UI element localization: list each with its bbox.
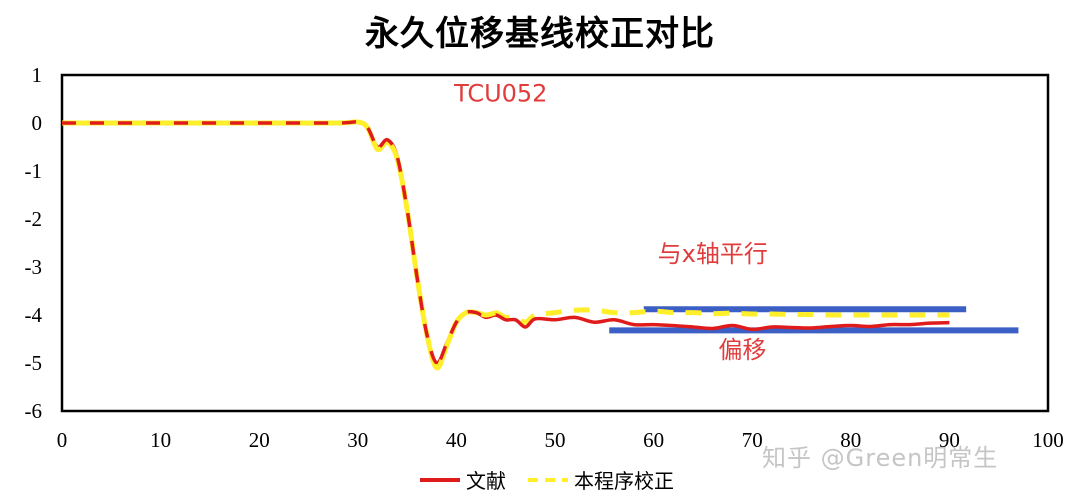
y-tick-label: 0 [32, 111, 43, 135]
annotation-label: TCU052 [453, 79, 547, 107]
annotation-label: 与x轴平行 [658, 240, 768, 268]
series-line-reference [61, 120, 950, 365]
x-tick-label: 10 [150, 428, 171, 452]
x-tick-label: 90 [939, 428, 960, 452]
y-tick-label: -2 [25, 207, 43, 231]
annotation-label: 偏移 [718, 336, 766, 364]
x-tick-label: 100 [1032, 428, 1064, 452]
x-tick-label: 60 [643, 428, 664, 452]
plot-frame [60, 73, 1050, 413]
x-tick-label: 40 [446, 428, 467, 452]
legend-item-corrected: 本程序校正 [528, 465, 674, 494]
y-tick-label: -1 [25, 159, 43, 183]
legend-label: 本程序校正 [574, 469, 674, 493]
legend-label: 文献 [466, 469, 506, 493]
legend-item-reference: 文献 [420, 465, 506, 494]
series-line-corrected [61, 119, 950, 371]
x-tick-label: 50 [545, 428, 566, 452]
y-tick-label: -6 [25, 399, 43, 423]
axes: 10-1-2-3-4-5-60 10 20 30 40 50 60 70 80 90 100 [25, 63, 1064, 452]
x-tick-label: 70 [742, 428, 763, 452]
y-tick-label: -5 [25, 351, 43, 375]
dashed-line-swatch-icon [528, 477, 568, 482]
y-tick-label: -3 [25, 255, 43, 279]
reference-lines [609, 306, 1019, 334]
solid-line-swatch-icon [420, 477, 460, 482]
x-tick-label: 30 [347, 428, 368, 452]
series-line-corrected-overlay [61, 119, 497, 371]
x-tick-label: 0 [57, 428, 68, 452]
legend: 文献 本程序校正 [420, 465, 674, 494]
x-tick-label: 80 [840, 428, 861, 452]
x-tick-label: 20 [249, 428, 270, 452]
data-series [61, 119, 950, 371]
watermark: 知乎 @Green明常生 [762, 444, 999, 472]
y-tick-label: 1 [32, 63, 43, 87]
y-tick-label: -4 [25, 303, 43, 327]
chart-title: 永久位移基线校正对比 [365, 14, 715, 54]
